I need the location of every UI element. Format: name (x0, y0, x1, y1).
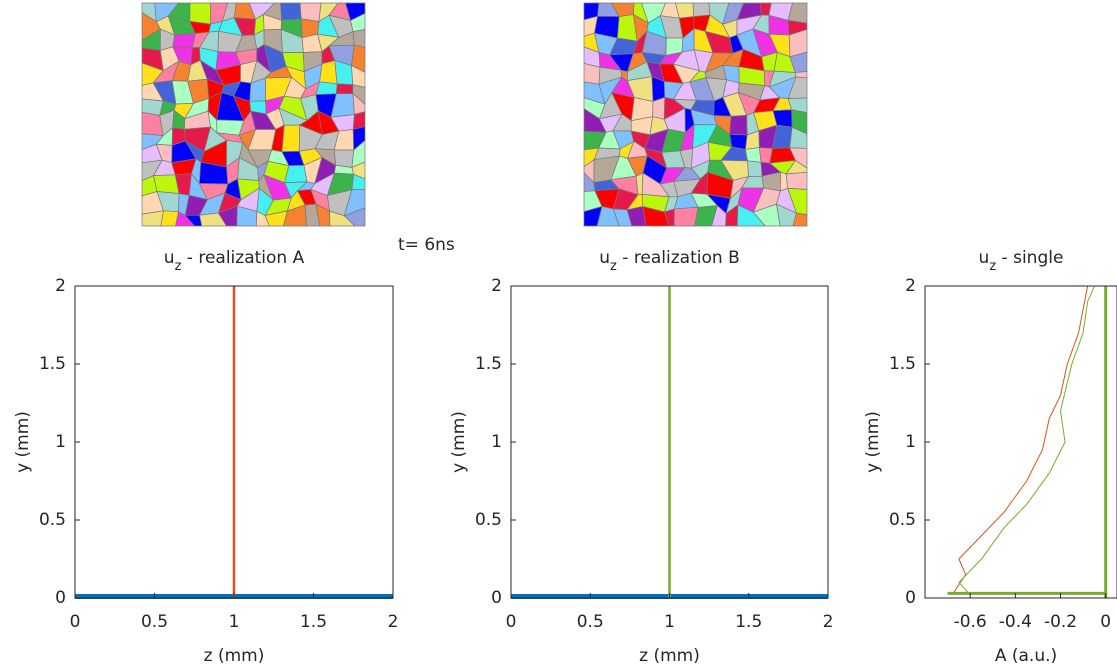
x-tick-label: 0 (1100, 612, 1111, 632)
y-axis-label: y (mm) (863, 411, 883, 473)
grain (336, 84, 353, 94)
x-tick-label: 2 (388, 612, 399, 632)
x-tick-label: 0.5 (141, 612, 168, 632)
grain (786, 172, 807, 189)
y-tick-label: 1.5 (39, 354, 66, 374)
chart-title: uz - realization A (164, 248, 305, 274)
x-tick-label: 1 (664, 612, 675, 632)
y-tick-label: 0 (905, 588, 916, 608)
data-line (952, 286, 1088, 595)
x-tick-label: -0.2 (1044, 612, 1077, 632)
title-text: - single (996, 248, 1063, 268)
y-tick-label: 0.5 (475, 510, 502, 530)
title-text: - realization B (617, 248, 740, 268)
grain (584, 63, 600, 84)
grain (748, 161, 763, 177)
x-axis-label: A (a.u.) (995, 646, 1057, 666)
page: uz - realization A t= 6ns z (mm) y (mm) 0 0.5… (0, 0, 1117, 672)
figure: uz - realization A t= 6ns z (mm) y (mm) 0 0.5… (0, 0, 1117, 672)
grain (281, 3, 302, 20)
x-tick-label: 2 (823, 612, 834, 632)
y-tick-label: 2 (905, 276, 916, 296)
grain (316, 82, 337, 95)
chart-title: uz - single (979, 248, 1064, 274)
y-tick-label: 1 (905, 432, 916, 452)
x-axis-label: z (mm) (204, 646, 265, 666)
grain-maps (142, 3, 807, 226)
title-base: u (979, 248, 990, 268)
annotation: t= 6ns (398, 235, 455, 255)
x-tick-label: -0.4 (999, 612, 1032, 632)
y-tick-label: 1.5 (889, 354, 916, 374)
y-tick-label: 0 (491, 588, 502, 608)
x-tick-label: 1 (229, 612, 240, 632)
y-tick-label: 0.5 (39, 510, 66, 530)
x-axis-label: z (mm) (639, 646, 700, 666)
y-tick-label: 1 (491, 432, 502, 452)
y-tick-label: 1 (55, 432, 66, 452)
data-line (959, 286, 1095, 595)
grain (334, 150, 353, 168)
axes-box (925, 286, 1117, 598)
title-text: - realization A (181, 248, 304, 268)
grain (674, 207, 698, 226)
title-base: u (599, 248, 610, 268)
x-tick-label: 1.5 (300, 612, 327, 632)
x-tick-label: 0.5 (577, 612, 604, 632)
y-axis-label: y (mm) (13, 411, 33, 473)
x-tick-label: -0.6 (954, 612, 987, 632)
y-tick-label: 1.5 (475, 354, 502, 374)
grain (173, 34, 196, 48)
y-axis-label: y (mm) (449, 411, 469, 473)
grain (154, 175, 180, 194)
grain (730, 115, 748, 135)
y-tick-label: 0 (55, 588, 66, 608)
grain (190, 3, 211, 24)
title-base: u (164, 248, 175, 268)
grain (693, 3, 710, 17)
grain (282, 125, 300, 152)
chart-title: uz - realization B (599, 248, 739, 274)
x-tick-label: 1.5 (735, 612, 762, 632)
x-tick-label: 0 (506, 612, 517, 632)
x-tick-label: 0 (70, 612, 81, 632)
grain (320, 61, 338, 84)
y-tick-label: 0.5 (889, 510, 916, 530)
grain (745, 148, 761, 163)
grain (653, 97, 665, 119)
y-tick-label: 2 (55, 276, 66, 296)
y-tick-label: 2 (491, 276, 502, 296)
